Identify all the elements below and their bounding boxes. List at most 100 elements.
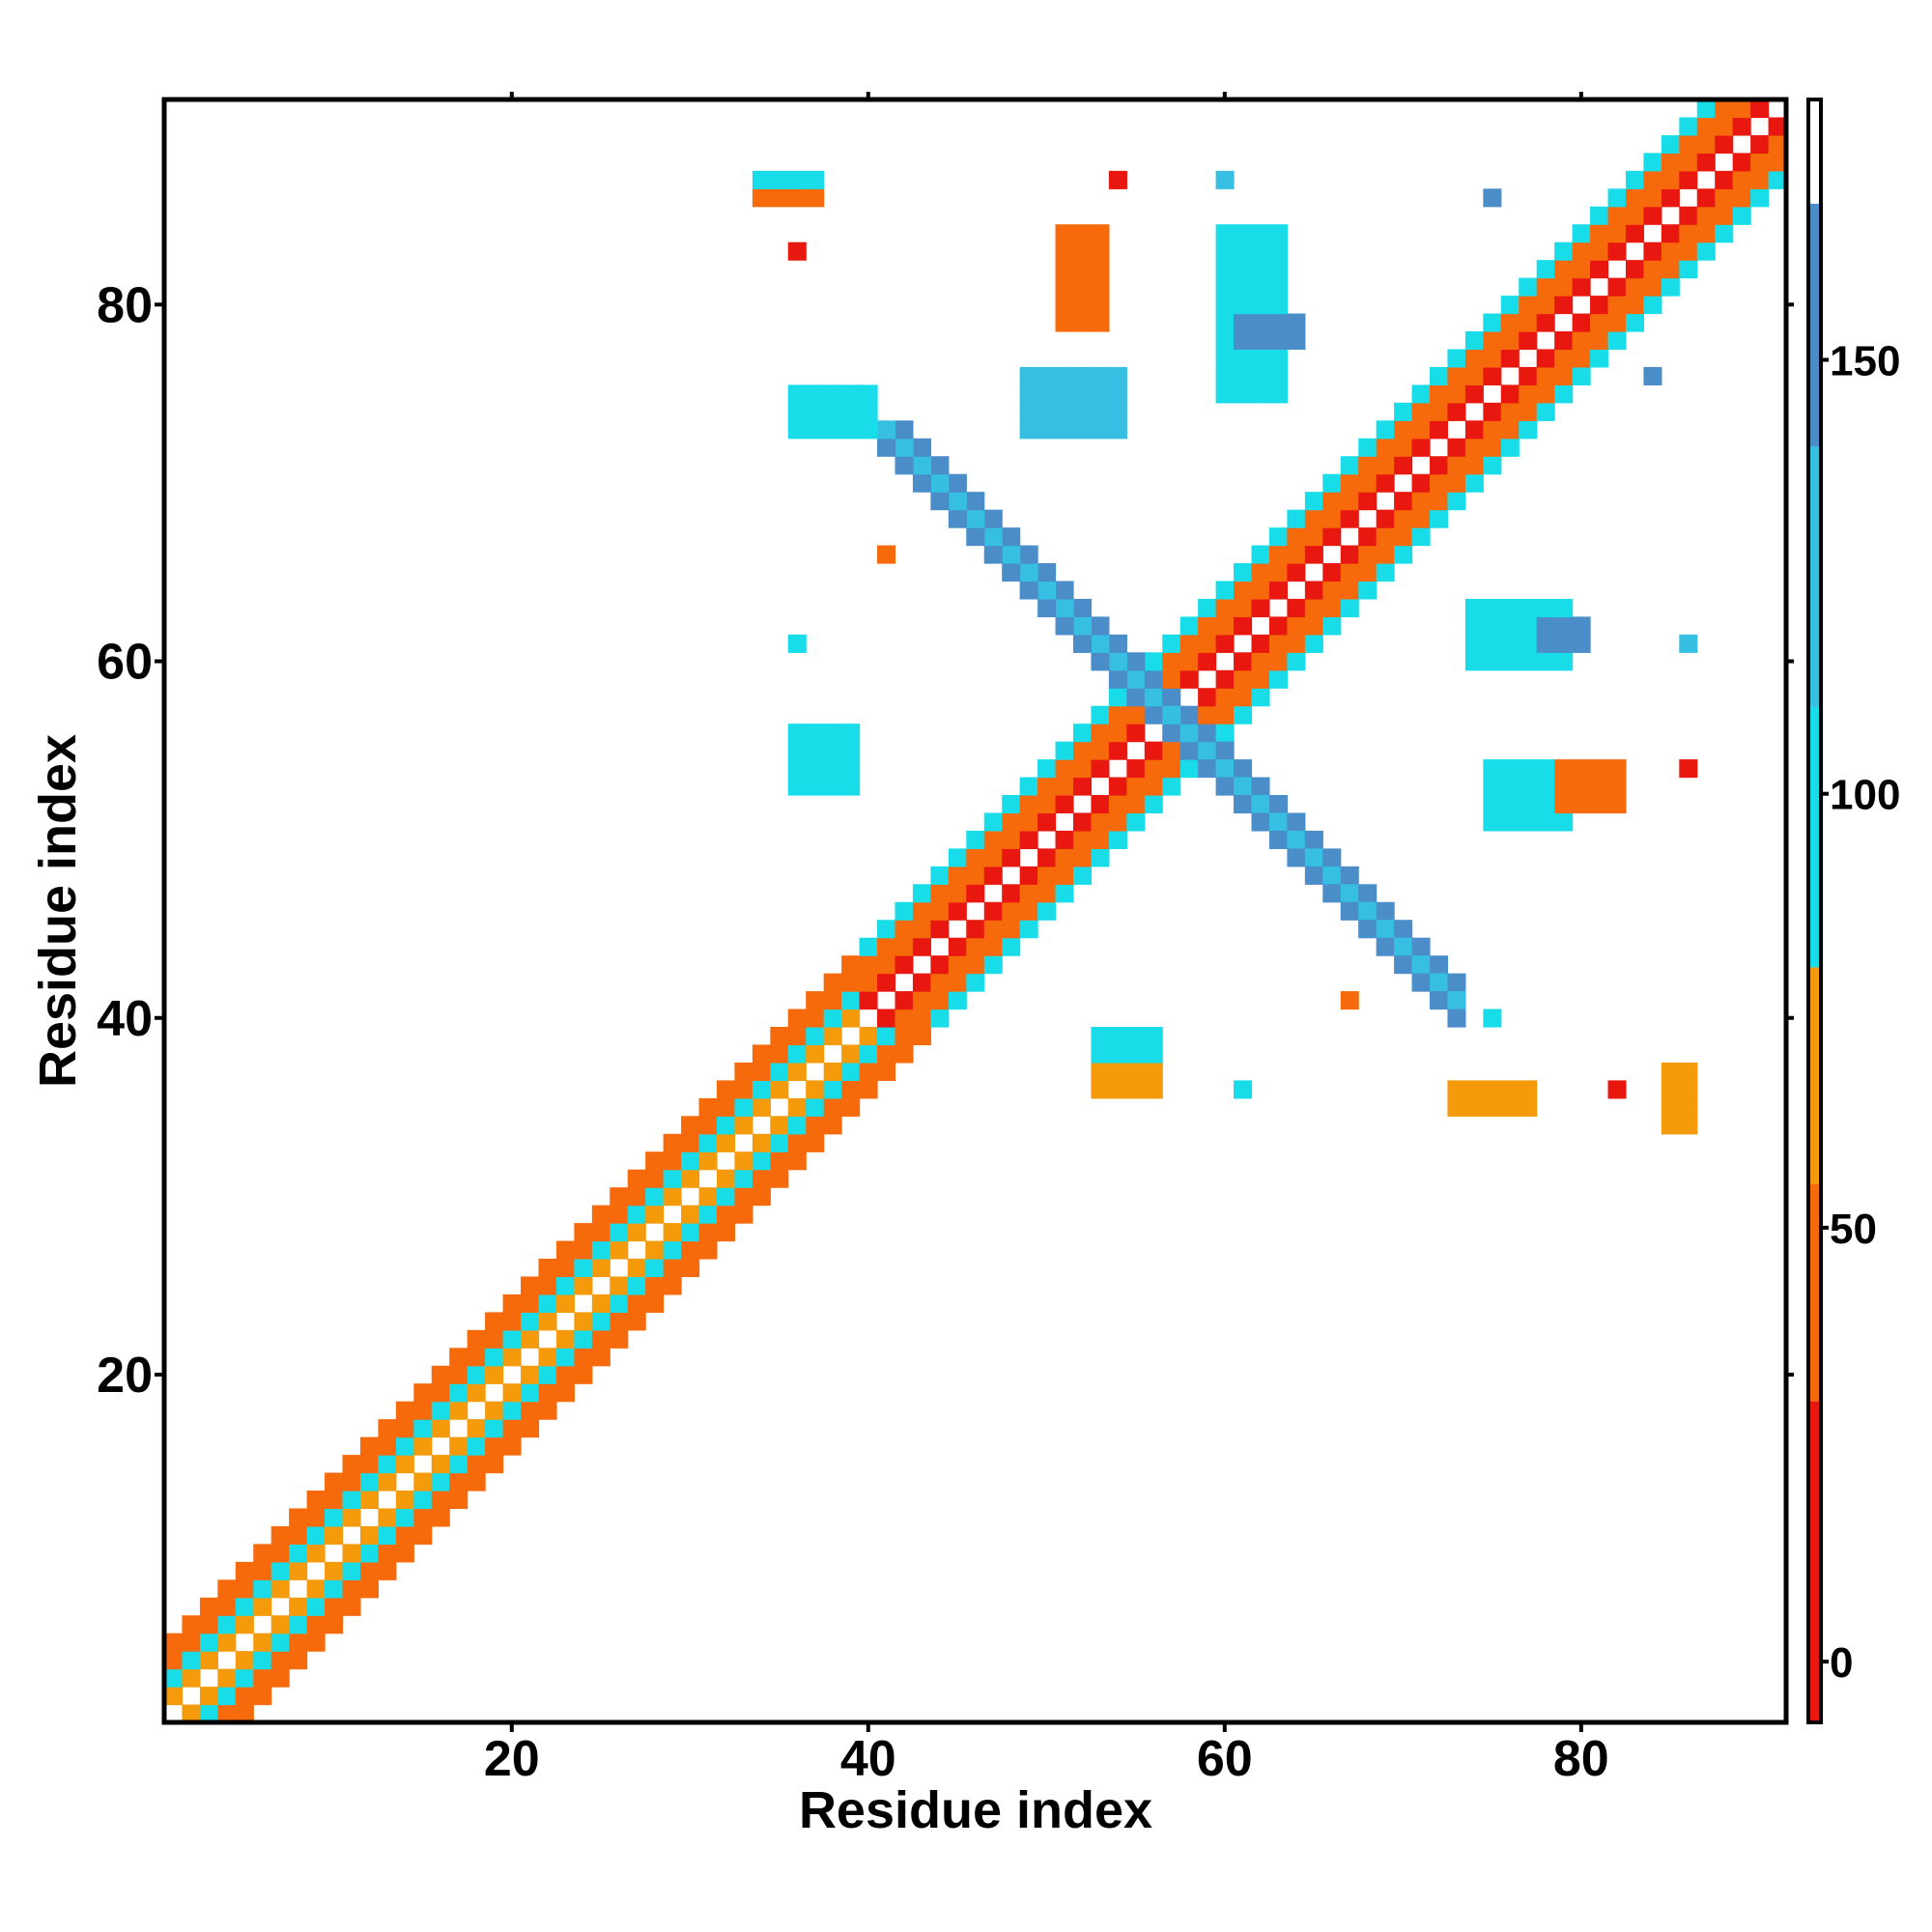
heatmap-cell — [787, 1151, 807, 1171]
heatmap-cell — [270, 1544, 290, 1563]
heatmap-cell — [912, 473, 931, 493]
heatmap-cell — [1590, 795, 1609, 814]
heatmap-cell — [1002, 848, 1021, 867]
heatmap-cell — [1179, 759, 1199, 779]
heatmap-cell — [1072, 724, 1093, 743]
heatmap-cell — [502, 1348, 522, 1367]
heatmap-cell — [342, 1544, 361, 1563]
heatmap-cell — [983, 866, 1003, 885]
heatmap-cell — [1037, 848, 1057, 867]
heatmap-cell — [610, 1276, 629, 1295]
heatmap-cell — [1162, 777, 1181, 796]
heatmap-cell — [1429, 509, 1449, 528]
heatmap-cell — [1519, 634, 1538, 653]
heatmap-cell — [877, 1062, 896, 1081]
heatmap-cell — [1268, 260, 1288, 279]
heatmap-cell — [1304, 866, 1323, 885]
heatmap-cell — [467, 1365, 486, 1384]
heatmap-cell — [948, 973, 967, 992]
heatmap-cell — [395, 1544, 414, 1563]
colorbar-band — [1808, 1401, 1821, 1722]
heatmap-cell — [1679, 153, 1698, 172]
heatmap-cell — [574, 1365, 593, 1384]
heatmap-cell — [1251, 581, 1270, 600]
heatmap-cell — [1234, 366, 1253, 385]
heatmap-cell — [1268, 384, 1288, 404]
heatmap-cell — [1429, 492, 1449, 511]
heatmap-cell — [1536, 812, 1555, 832]
heatmap-cell — [823, 759, 842, 779]
heatmap-cell — [983, 527, 1003, 547]
heatmap-cell — [1091, 402, 1110, 421]
heatmap-cell — [841, 991, 861, 1010]
heatmap-cell — [1554, 812, 1574, 832]
heatmap-cell — [325, 1472, 344, 1492]
heatmap-cell — [841, 402, 861, 421]
heatmap-cell — [1251, 277, 1270, 297]
heatmap-cell — [413, 1472, 433, 1492]
heatmap-cell — [1661, 1116, 1680, 1135]
heatmap-cell — [289, 1561, 308, 1580]
heatmap-cell — [342, 1472, 361, 1492]
heatmap-cell — [1091, 224, 1110, 243]
heatmap-cell — [1037, 901, 1057, 921]
heatmap-cell — [1554, 277, 1574, 297]
heatmap-cell — [1037, 402, 1057, 421]
heatmap-cell — [1536, 759, 1555, 779]
heatmap-cell — [1002, 545, 1021, 564]
heatmap-cell — [1234, 688, 1253, 707]
heatmap-cell — [449, 1491, 469, 1510]
heatmap-cell — [752, 1097, 771, 1117]
heatmap-cell — [1091, 242, 1110, 261]
heatmap-cell — [716, 1205, 736, 1224]
heatmap-cell — [1072, 741, 1093, 760]
heatmap-cell — [770, 1062, 789, 1081]
heatmap-cell — [1055, 296, 1074, 315]
heatmap-cell — [1287, 509, 1306, 528]
heatmap-cell — [1447, 473, 1466, 493]
heatmap-cell — [1536, 795, 1555, 814]
heatmap-cell — [1572, 224, 1591, 243]
heatmap-cell — [1322, 616, 1342, 636]
heatmap-cell — [1304, 830, 1323, 849]
heatmap-cell — [1572, 331, 1591, 351]
heatmap-cell — [1715, 224, 1734, 243]
heatmap-cell — [1091, 296, 1110, 315]
heatmap-cell — [645, 1169, 665, 1188]
heatmap-cell — [610, 1240, 629, 1260]
heatmap-cell — [1126, 688, 1146, 707]
heatmap-cell — [1287, 812, 1306, 832]
heatmap-cell — [930, 920, 950, 939]
heatmap-cell — [1215, 688, 1235, 707]
heatmap-cell — [1215, 705, 1235, 724]
heatmap-cell — [770, 1169, 789, 1188]
heatmap-cell — [770, 1151, 789, 1171]
heatmap-cell — [395, 1401, 414, 1420]
heatmap-cell — [787, 759, 807, 779]
heatmap-cell — [253, 1597, 272, 1616]
heatmap-cell — [1322, 492, 1342, 511]
heatmap-cell — [521, 1419, 540, 1438]
heatmap-cell — [289, 1633, 308, 1652]
heatmap-cell — [1447, 402, 1466, 421]
heatmap-cell — [1464, 349, 1484, 368]
heatmap-cell — [770, 1133, 789, 1152]
heatmap-cell — [1500, 420, 1520, 440]
heatmap-cell — [841, 759, 861, 779]
heatmap-cell — [787, 384, 807, 404]
heatmap-cell — [253, 1687, 272, 1706]
heatmap-cell — [1072, 866, 1093, 885]
heatmap-cell — [1340, 866, 1359, 885]
heatmap-cell — [1268, 652, 1288, 671]
heatmap-cell — [1572, 242, 1591, 261]
heatmap-cell — [1019, 581, 1038, 600]
heatmap-cell — [1019, 830, 1038, 849]
heatmap-cell — [270, 1633, 290, 1652]
heatmap-cell — [574, 1240, 593, 1260]
heatmap-cell — [395, 1419, 414, 1438]
heatmap-cell — [1019, 901, 1038, 921]
heatmap-cell — [1322, 848, 1342, 867]
heatmap-cell — [485, 1455, 504, 1474]
heatmap-cell — [734, 1205, 753, 1224]
heatmap-cell — [895, 991, 914, 1010]
